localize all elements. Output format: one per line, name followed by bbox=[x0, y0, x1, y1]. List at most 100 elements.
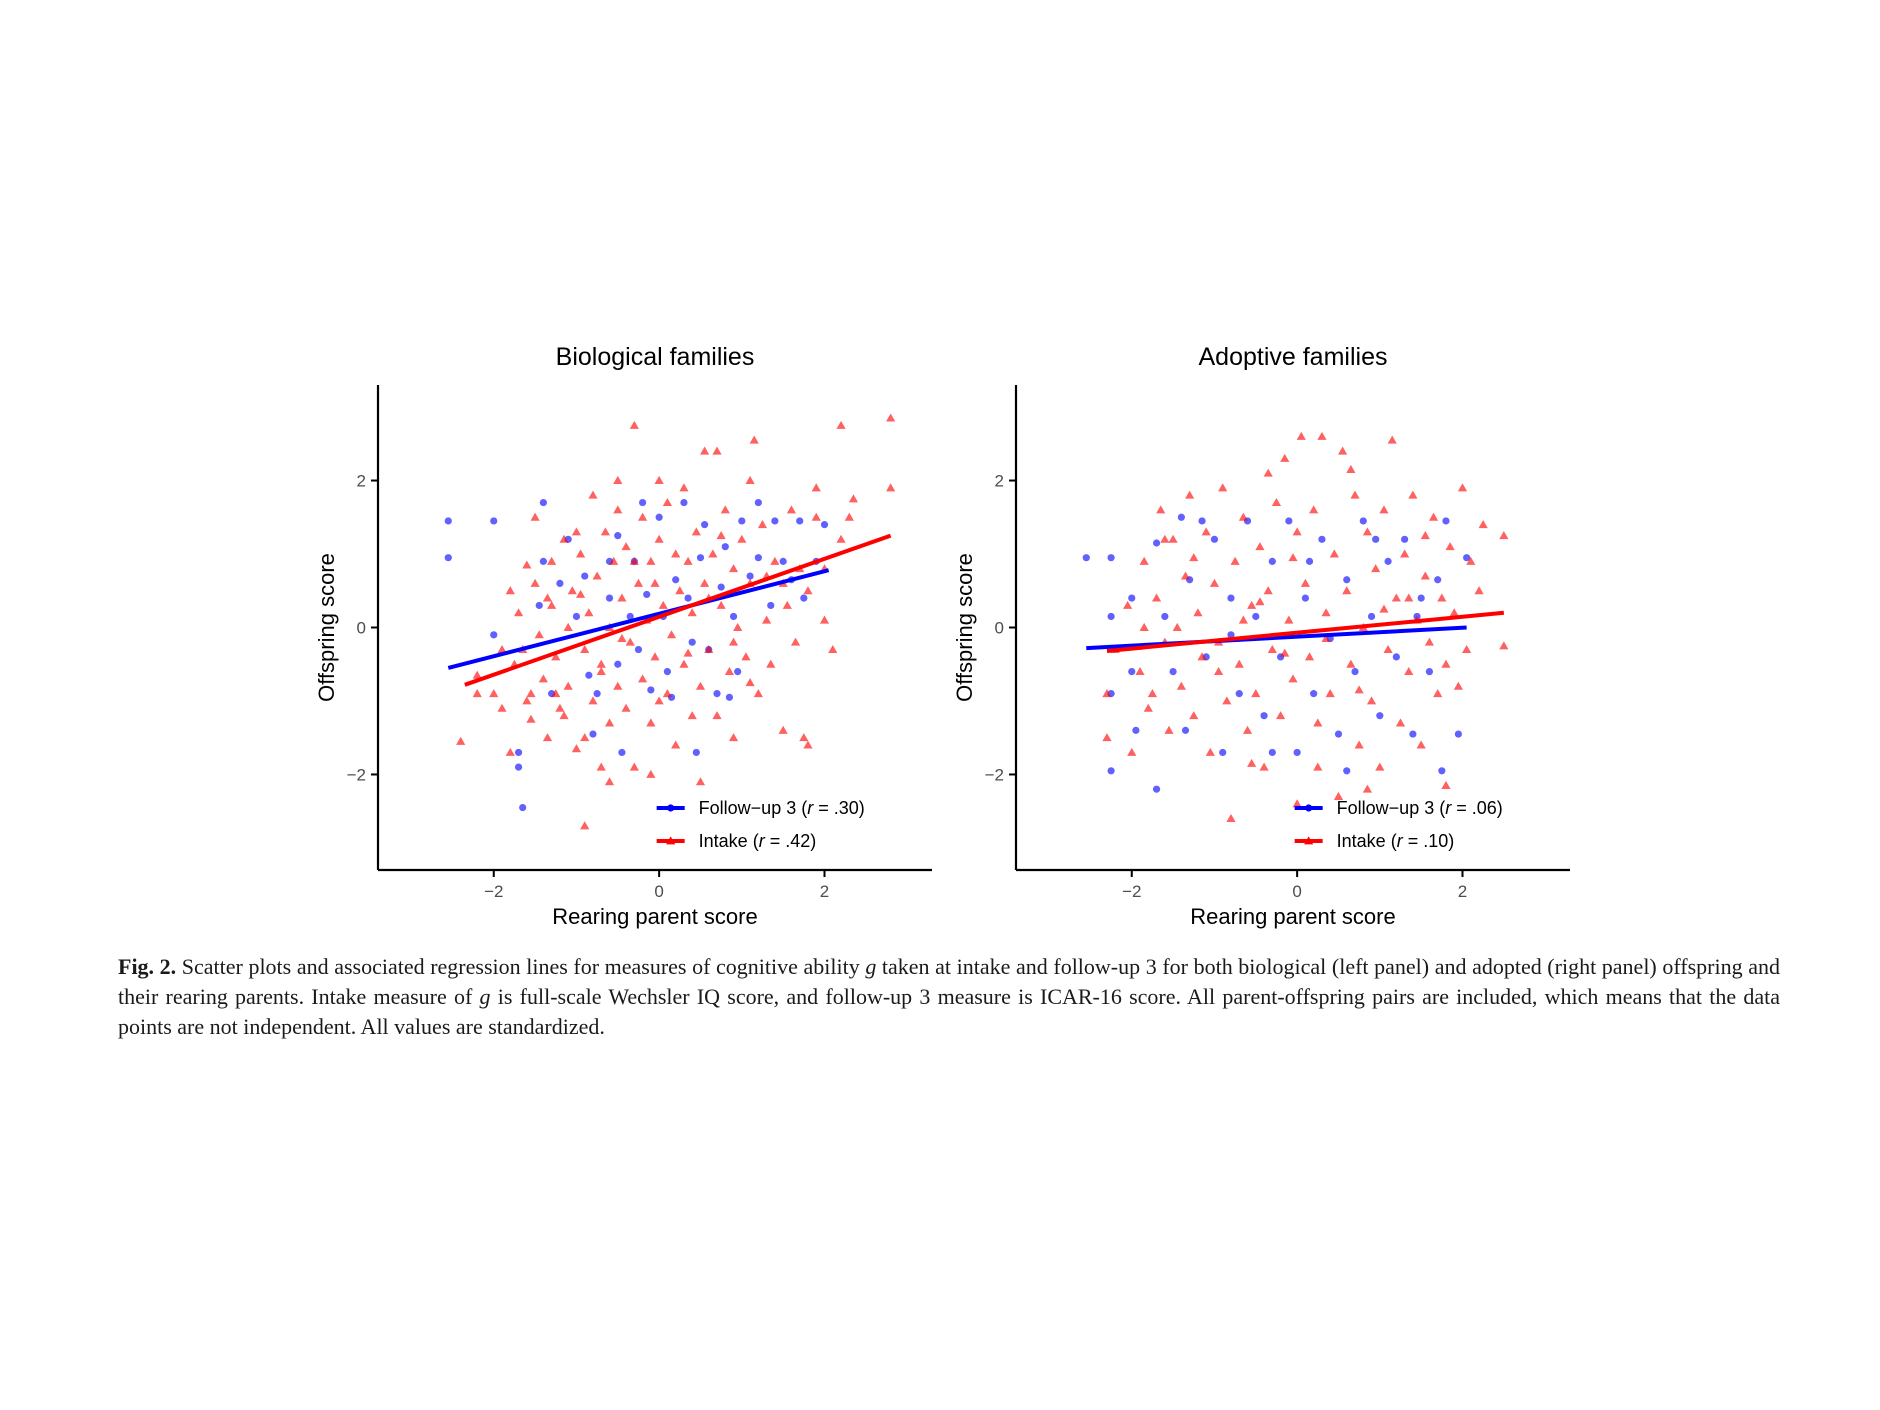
intake-point bbox=[1391, 593, 1401, 602]
intake-point bbox=[716, 531, 726, 540]
follow-up-point bbox=[519, 803, 527, 812]
intake-point bbox=[646, 769, 656, 778]
legend-key-marker bbox=[666, 836, 676, 845]
intake-point bbox=[695, 681, 706, 690]
intake-point bbox=[654, 534, 664, 543]
intake-point bbox=[1238, 615, 1248, 624]
follow-up-point bbox=[1372, 535, 1380, 543]
intake-point bbox=[1263, 468, 1273, 477]
x-tick-label: −2 bbox=[1122, 882, 1141, 901]
intake-point bbox=[604, 777, 615, 786]
intake-point bbox=[505, 586, 515, 595]
intake-point bbox=[700, 578, 710, 587]
follow-up-point bbox=[1285, 517, 1293, 525]
intake-point bbox=[1437, 593, 1447, 602]
follow-up-point bbox=[754, 554, 762, 562]
intake-point bbox=[526, 689, 536, 698]
follow-up-regression-line bbox=[1086, 625, 1467, 651]
intake-point bbox=[753, 689, 763, 698]
follow-up-regression-line bbox=[447, 568, 830, 670]
intake-point bbox=[886, 483, 896, 492]
intake-point bbox=[575, 589, 586, 598]
intake-point bbox=[1428, 512, 1439, 521]
follow-up-point bbox=[696, 554, 705, 562]
legend-key-marker bbox=[1305, 804, 1313, 812]
intake-point bbox=[1433, 689, 1443, 698]
intake-point bbox=[1408, 490, 1418, 499]
legend-key-marker bbox=[667, 804, 675, 812]
caption-variable-g-1: g bbox=[865, 954, 877, 979]
intake-point bbox=[1263, 586, 1273, 595]
follow-up-point bbox=[1425, 667, 1434, 676]
intake-point bbox=[1354, 685, 1364, 694]
intake-point bbox=[542, 733, 553, 742]
intake-point bbox=[1271, 497, 1282, 507]
intake-point bbox=[538, 674, 548, 683]
intake-point bbox=[613, 681, 623, 690]
intake-point bbox=[580, 644, 590, 653]
follow-up-point bbox=[1107, 554, 1115, 562]
follow-up-point bbox=[647, 686, 655, 694]
follow-up-point bbox=[1132, 726, 1140, 734]
follow-up-point bbox=[1367, 612, 1376, 621]
follow-up-point bbox=[1434, 576, 1442, 584]
intake-point bbox=[1242, 725, 1253, 734]
follow-up-point bbox=[1260, 712, 1268, 720]
intake-point bbox=[1180, 571, 1191, 580]
intake-point bbox=[778, 725, 788, 734]
intake-point bbox=[1234, 659, 1244, 668]
intake-point bbox=[770, 556, 780, 565]
intake-point bbox=[534, 630, 544, 639]
follow-up-point bbox=[1463, 554, 1471, 562]
intake-point bbox=[617, 593, 627, 602]
follow-up-point bbox=[1161, 612, 1169, 621]
follow-up-point bbox=[1227, 631, 1235, 639]
intake-point bbox=[1313, 762, 1323, 771]
intake-point bbox=[592, 571, 602, 580]
follow-up-point bbox=[444, 554, 452, 562]
follow-up-point bbox=[1198, 517, 1206, 525]
intake-point bbox=[530, 512, 540, 521]
intake-point bbox=[1259, 762, 1269, 771]
intake-point bbox=[1333, 791, 1344, 800]
intake-point bbox=[1383, 644, 1393, 653]
intake-point bbox=[1362, 527, 1373, 536]
intake-point bbox=[1189, 711, 1199, 720]
intake-point bbox=[1371, 564, 1381, 573]
y-axis-label: Offspring score bbox=[314, 553, 339, 702]
intake-point bbox=[1193, 608, 1203, 617]
intake-point bbox=[1441, 780, 1451, 789]
legend-label: Follow−up 3 (r = .06) bbox=[1337, 798, 1503, 818]
follow-up-point bbox=[754, 498, 762, 507]
intake-point bbox=[1267, 644, 1277, 653]
follow-up-point bbox=[1343, 576, 1351, 584]
intake-point bbox=[1395, 718, 1406, 727]
intake-point bbox=[1366, 696, 1377, 705]
intake-point bbox=[563, 622, 573, 631]
intake-point bbox=[1160, 534, 1170, 543]
intake-point bbox=[621, 703, 631, 712]
intake-point bbox=[1346, 464, 1356, 473]
intake-point bbox=[588, 490, 598, 499]
caption-text-3: is full-scale Wechsler IQ score, and fol… bbox=[118, 984, 1780, 1039]
intake-point bbox=[547, 556, 557, 565]
intake-point bbox=[1309, 505, 1319, 514]
x-tick-label: 2 bbox=[1458, 882, 1467, 901]
x-tick-label: 2 bbox=[820, 882, 829, 901]
intake-point bbox=[1404, 593, 1414, 602]
intake-point bbox=[704, 644, 714, 653]
intake-point bbox=[803, 740, 813, 749]
follow-up-point bbox=[746, 572, 754, 580]
intake-point bbox=[1420, 531, 1430, 540]
intake-point bbox=[505, 747, 515, 756]
follow-up-point bbox=[572, 612, 581, 621]
intake-point bbox=[1288, 553, 1298, 562]
y-tick-label: −2 bbox=[985, 765, 1004, 784]
intake-point bbox=[687, 608, 697, 617]
intake-point bbox=[1172, 622, 1182, 631]
intake-point bbox=[658, 600, 668, 609]
intake-point bbox=[728, 637, 739, 646]
intake-point bbox=[588, 696, 598, 705]
follow-up-point bbox=[1310, 690, 1318, 698]
intake-point bbox=[563, 681, 573, 690]
